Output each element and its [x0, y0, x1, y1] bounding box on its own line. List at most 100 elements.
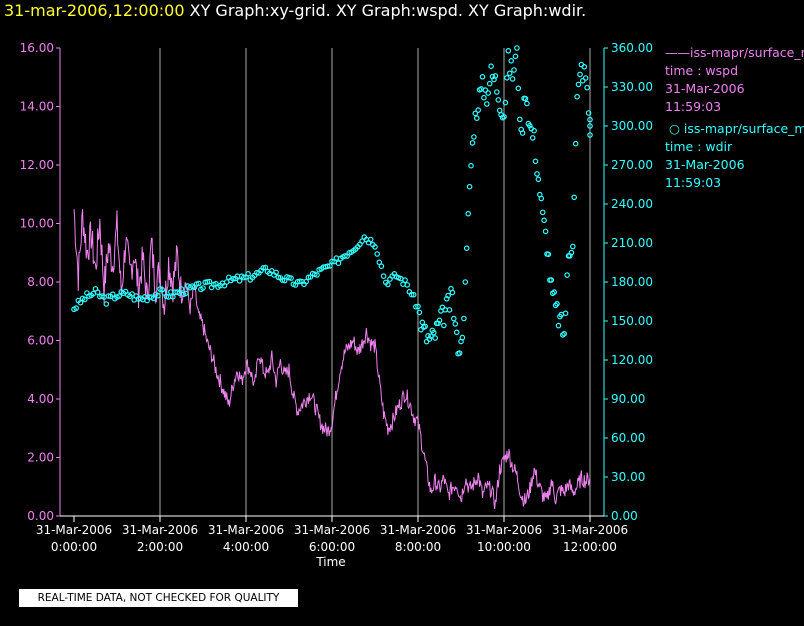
title-bar: 31-mar-2006,12:00:00 XY Graph:xy-grid. X… — [4, 1, 586, 20]
wdir-point — [372, 244, 378, 250]
x-tick-time: 2:00:00 — [137, 540, 183, 554]
wdir-point — [262, 264, 269, 271]
x-tick-time: 8:00:00 — [395, 540, 441, 554]
wdir-point — [402, 277, 408, 283]
wdir-point — [587, 116, 593, 123]
wdir-point — [471, 134, 477, 140]
right-tick-label: 0.00 — [611, 509, 638, 523]
wdir-point — [469, 140, 476, 146]
legend-series-name: ○ iss-mapr/surface_m — [665, 121, 804, 136]
right-tick-label: 360.00 — [611, 41, 653, 55]
wdir-point — [94, 289, 101, 296]
wdir-point — [515, 85, 522, 92]
legend-time: 11:59:03 — [665, 175, 722, 190]
right-tick-label: 150.00 — [611, 314, 653, 328]
wdir-point — [587, 123, 593, 129]
wdir-point — [200, 285, 206, 291]
wdir-point — [561, 330, 568, 337]
wdir-point — [129, 291, 135, 297]
x-tick-time: 10:00:00 — [477, 540, 531, 554]
wdir-point — [422, 323, 429, 330]
wdir-point — [568, 249, 575, 256]
right-tick-label: 120.00 — [611, 353, 653, 367]
legend-entry-wspd[interactable]: ——iss-mapr/surface_m time : wspd 31-Mar-… — [665, 44, 804, 116]
wdir-point — [481, 94, 487, 101]
wdir-point — [449, 289, 456, 296]
wspd-line — [73, 209, 591, 510]
legend-entry-wdir[interactable]: ○ iss-mapr/surface_m time : wdir 31-Mar-… — [665, 120, 804, 192]
wdir-point — [450, 315, 457, 322]
left-tick-label: 6.00 — [27, 334, 54, 348]
wdir-point — [430, 329, 437, 336]
wdir-point — [526, 122, 533, 129]
wdir-point — [571, 194, 578, 201]
wdir-point — [496, 107, 503, 114]
wdir-point — [555, 322, 562, 329]
wdir-point — [584, 84, 590, 91]
wdir-point — [538, 195, 545, 202]
wdir-point — [77, 299, 84, 306]
wdir-point — [342, 253, 348, 259]
wdir-point — [492, 73, 499, 79]
wdir-point — [461, 315, 467, 322]
legend-series-name: ——iss-mapr/surface_m — [665, 45, 804, 60]
wdir-point — [245, 270, 251, 277]
wdir-point — [551, 289, 558, 295]
x-tick-date: 31-Mar-2006 — [294, 523, 370, 537]
wdir-point — [150, 295, 157, 302]
wdir-point — [482, 87, 489, 93]
wdir-point — [545, 251, 552, 258]
wdir-point — [453, 329, 460, 336]
x-tick-date: 31-Mar-2006 — [380, 523, 456, 537]
wdir-point — [82, 296, 88, 303]
legend: ——iss-mapr/surface_m time : wspd 31-Mar-… — [662, 40, 804, 196]
wdir-point — [541, 217, 547, 224]
wdir-point — [435, 320, 441, 327]
wdir-point — [440, 322, 447, 329]
wdir-point — [404, 282, 411, 288]
wdir-point — [195, 280, 202, 287]
right-tick-label: 300.00 — [611, 119, 653, 133]
wdir-point — [432, 335, 439, 341]
wdir-point — [415, 303, 421, 310]
quality-disclaimer: REAL-TIME DATA, NOT CHECKED FOR QUALITY — [19, 589, 298, 607]
legend-line-marker: —— — [665, 45, 690, 60]
wdir-point — [230, 275, 236, 282]
wdir-point — [452, 321, 459, 327]
wdir-point — [475, 107, 482, 113]
legend-time: 11:59:03 — [665, 99, 722, 114]
legend-field: time : wspd — [665, 63, 739, 78]
wdir-point — [512, 53, 519, 60]
wdir-point — [109, 291, 116, 298]
wdir-point — [324, 263, 331, 270]
wdir-point — [385, 281, 391, 288]
left-tick-label: 8.00 — [27, 275, 54, 289]
wdir-point — [502, 99, 509, 106]
wdir-point — [446, 307, 453, 313]
wdir-point — [253, 269, 260, 276]
wdir-point — [378, 263, 385, 270]
wdir-point — [380, 273, 387, 279]
right-tick-label: 210.00 — [611, 236, 653, 250]
wdir-point — [505, 47, 512, 54]
wdir-point — [419, 319, 426, 326]
wdir-point — [472, 110, 479, 117]
wdir-point — [183, 290, 189, 297]
right-tick-label: 60.00 — [611, 431, 645, 445]
wdir-point — [465, 210, 472, 217]
wdir-point — [462, 279, 469, 285]
wdir-point — [335, 260, 342, 267]
wdir-point — [501, 114, 507, 120]
wdir-point — [587, 132, 593, 138]
left-tick-label: 10.00 — [20, 217, 54, 231]
wdir-point — [488, 63, 494, 69]
x-tick-date: 31-Mar-2006 — [122, 523, 198, 537]
wdir-point — [532, 158, 539, 165]
wdir-point — [531, 127, 537, 134]
left-tick-label: 2.00 — [27, 451, 54, 465]
legend-field: time : wdir — [665, 139, 733, 154]
wdir-point — [529, 135, 536, 141]
wdir-point — [73, 305, 80, 311]
wdir-point — [463, 245, 470, 252]
wdir-point — [582, 75, 589, 81]
